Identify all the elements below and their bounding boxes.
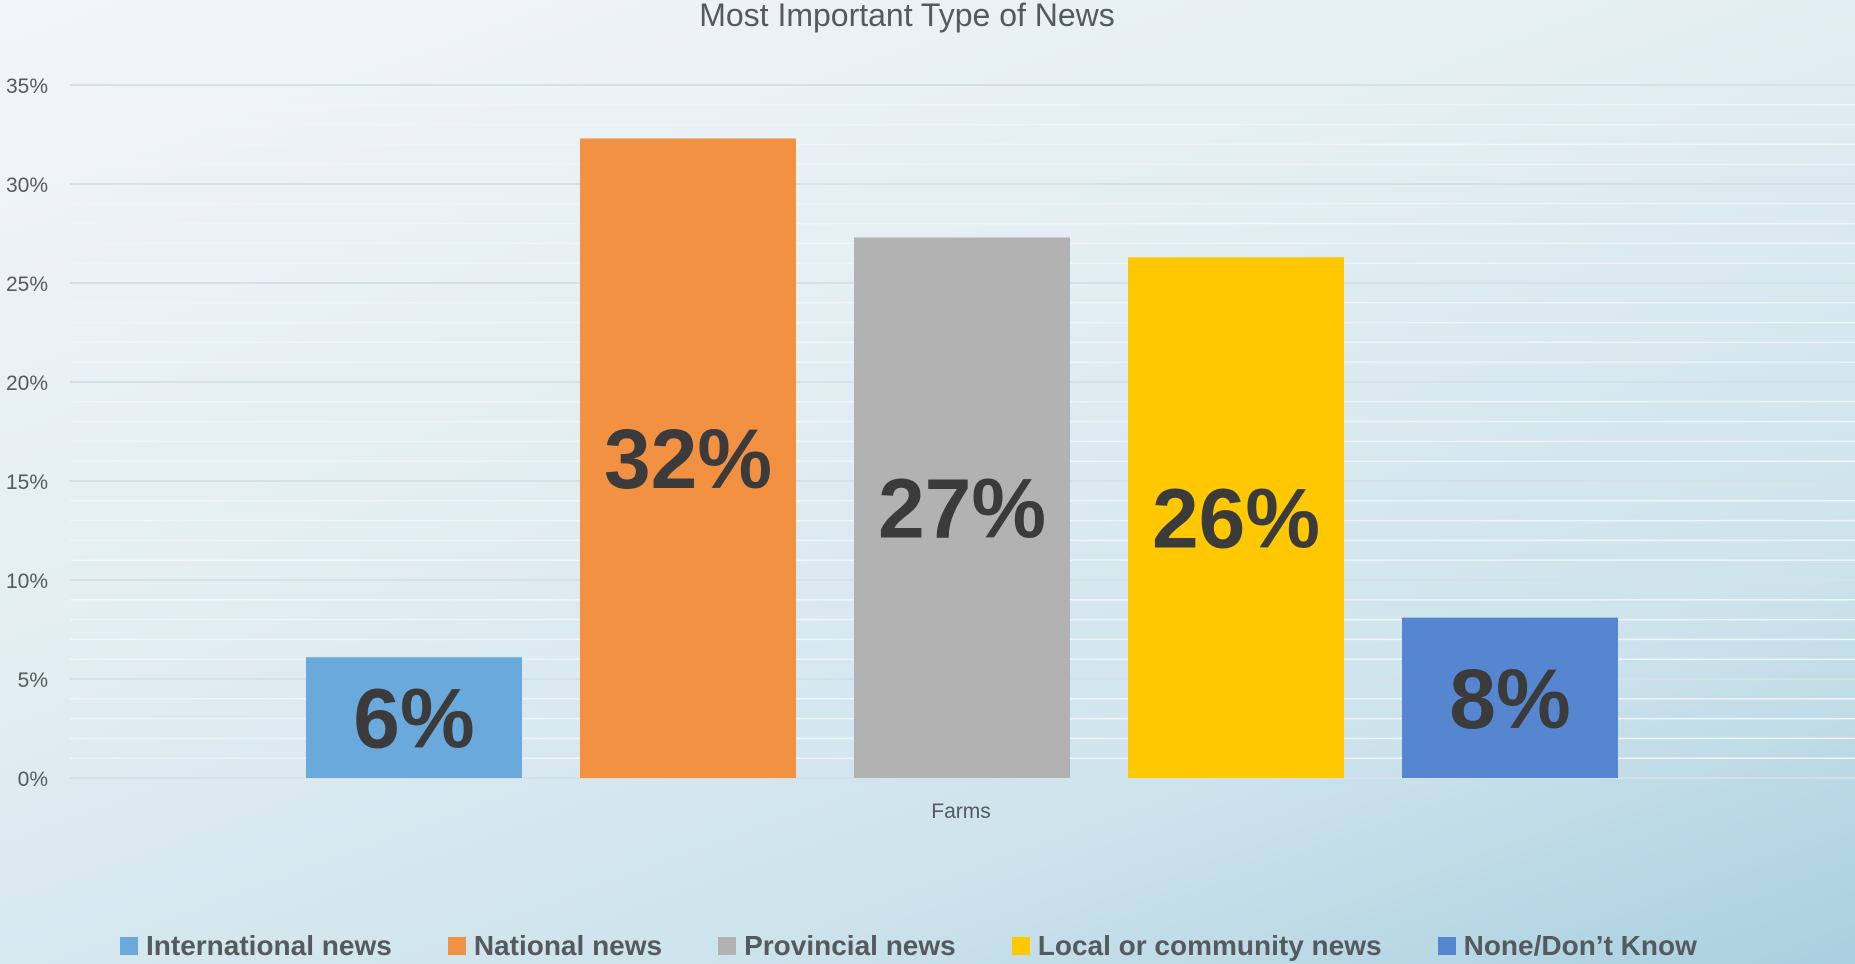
legend-label: Provincial news xyxy=(744,930,956,961)
legend-swatch xyxy=(120,937,138,955)
data-label: 8% xyxy=(1449,652,1570,746)
legend-swatch xyxy=(447,937,466,955)
data-label: 27% xyxy=(878,462,1046,556)
legend-swatch xyxy=(718,937,737,955)
data-label: 6% xyxy=(353,672,474,766)
chart-title: Most Important Type of News xyxy=(699,0,1115,33)
category-label: Farms xyxy=(931,800,991,823)
data-label: 26% xyxy=(1152,472,1320,566)
legend-item: National news xyxy=(447,928,663,964)
legend-swatch xyxy=(1011,937,1030,955)
y-tick-label: 35% xyxy=(6,75,48,98)
legend-label: None/Don’t Know xyxy=(1463,930,1697,961)
data-label: 32% xyxy=(604,412,772,506)
legend-label: National news xyxy=(473,930,663,961)
bars xyxy=(306,138,1618,778)
y-axis-ticks: 0% 5% 10% 15% 20% 25% 30% 35% xyxy=(6,75,48,791)
data-labels: 6% 32% 27% 26% 8% xyxy=(353,412,1570,765)
legend-item: Provincial news xyxy=(718,928,956,964)
legend-label: International news xyxy=(146,930,392,961)
y-tick-label: 5% xyxy=(18,669,48,692)
bar-chart: Most Important Type of News 0% 5% 10% 15% 20… xyxy=(6,0,1855,823)
y-tick-label: 10% xyxy=(6,570,48,593)
y-tick-label: 0% xyxy=(18,768,48,791)
bar xyxy=(1402,617,1618,778)
legend: International news National news Provincia… xyxy=(0,928,1855,964)
y-tick-label: 15% xyxy=(6,471,48,494)
y-tick-label: 25% xyxy=(6,273,48,296)
legend-item: International news xyxy=(120,928,392,964)
bar xyxy=(854,237,1070,778)
legend-item: None/Don’t Know xyxy=(1437,928,1697,964)
y-tick-label: 30% xyxy=(6,174,48,197)
y-tick-label: 20% xyxy=(6,372,48,395)
legend-swatch xyxy=(1437,937,1456,955)
bar xyxy=(1128,257,1344,778)
legend-item: Local or community news xyxy=(1011,928,1382,964)
bar xyxy=(580,138,796,778)
bar xyxy=(306,657,522,778)
legend-label: Local or community news xyxy=(1037,930,1382,961)
